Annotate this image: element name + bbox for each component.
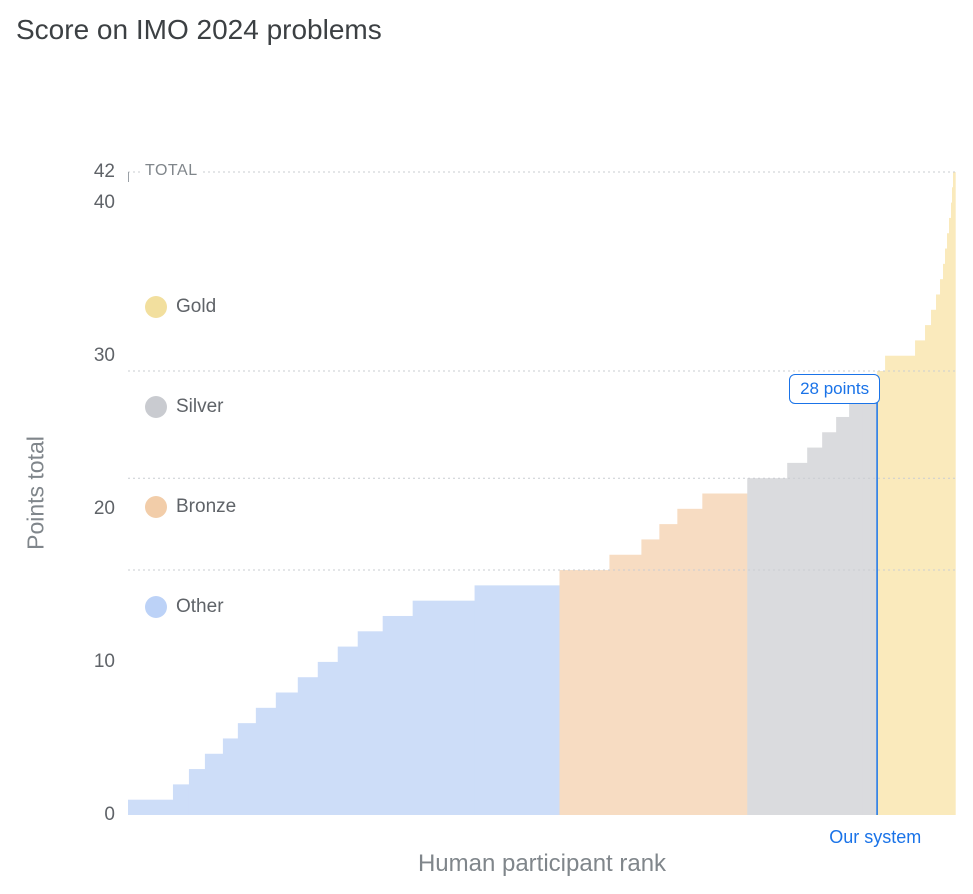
- legend-item-bronze: Bronze: [145, 496, 236, 518]
- chart-bar-score-13: [382, 615, 414, 815]
- chart-bar-score-28: [862, 386, 878, 815]
- legend-label: Bronze: [176, 496, 237, 517]
- chart-bar-score-5: [222, 738, 239, 815]
- chart-bar-score-38: [947, 233, 950, 816]
- chart-bar-score-20: [677, 508, 704, 815]
- y-tick-0: 0: [104, 804, 115, 825]
- chart-bar-score-2: [172, 784, 190, 815]
- legend-item-gold: Gold: [145, 296, 216, 318]
- chart-bar-score-4: [204, 753, 224, 815]
- chart-bar-score-35: [940, 279, 944, 815]
- total-label: TOTAL: [140, 162, 203, 180]
- chart-bar-score-19: [659, 524, 679, 815]
- chart-bar-score-7: [255, 707, 277, 815]
- y-tick-42: 42: [93, 161, 115, 182]
- x-axis-title: Human participant rank: [417, 850, 667, 877]
- score-annotation-badge: 28 points: [789, 374, 881, 405]
- chart-bar-score-15: [474, 585, 561, 815]
- y-tick-30: 30: [93, 344, 115, 366]
- chart-bar-score-25: [822, 432, 837, 815]
- chart-bar-score-41: [952, 187, 954, 815]
- chart-bar-score-27: [849, 401, 863, 815]
- bronze-medal-swatch-icon: [145, 496, 167, 518]
- chart-bar-score-31: [915, 340, 926, 815]
- silver-medal-swatch-icon: [145, 396, 167, 418]
- chart-bar-score-3: [188, 769, 206, 815]
- legend-item-other: Other: [145, 596, 224, 618]
- chart-bar-score-22: [747, 478, 788, 815]
- chart-title: Score on IMO 2024 problems: [16, 14, 382, 45]
- chart-bar-score-40: [951, 202, 953, 815]
- chart-bar-score-11: [337, 646, 359, 815]
- chart-bar-score-39: [949, 217, 952, 815]
- chart-bar-score-18: [641, 539, 661, 815]
- chart-bar-score-16: [559, 570, 611, 815]
- y-tick-10: 10: [93, 650, 115, 672]
- chart-bar-score-24: [807, 447, 823, 815]
- legend-item-silver: Silver: [145, 396, 224, 418]
- chart-bar-score-17: [609, 554, 643, 815]
- legend-label: Other: [176, 596, 224, 617]
- chart-bar-score-36: [943, 263, 946, 815]
- chart-bar-score-37: [945, 248, 948, 816]
- chart-bar-score-42: [953, 172, 956, 815]
- chart-bar-score-9: [297, 677, 319, 815]
- chart-bar-score-14: [412, 600, 476, 815]
- legend-label: Silver: [176, 396, 224, 417]
- y-tick-40: 40: [93, 191, 115, 213]
- chart-bar-score-30: [885, 355, 916, 815]
- gold-medal-swatch-icon: [145, 296, 167, 318]
- our-system-label: Our system: [829, 827, 922, 847]
- chart-bar-score-26: [836, 416, 850, 815]
- chart-bar-score-34: [936, 294, 941, 816]
- y-axis-title: Points total: [22, 436, 49, 550]
- chart-bar-score-8: [275, 692, 299, 815]
- chart-bar-score-6: [237, 723, 257, 815]
- chart-bar-score-21: [702, 493, 748, 815]
- chart-bar-score-33: [931, 309, 937, 815]
- chart-bar-score-10: [317, 661, 339, 815]
- chart-bar-score-23: [787, 462, 808, 815]
- chart-bar-score-12: [357, 631, 384, 815]
- legend-label: Gold: [176, 296, 217, 317]
- y-tick-20: 20: [93, 497, 115, 519]
- other-medal-swatch-icon: [145, 596, 167, 618]
- chart-bar-score-29: [877, 371, 886, 815]
- chart-bar-score-1: [128, 799, 174, 815]
